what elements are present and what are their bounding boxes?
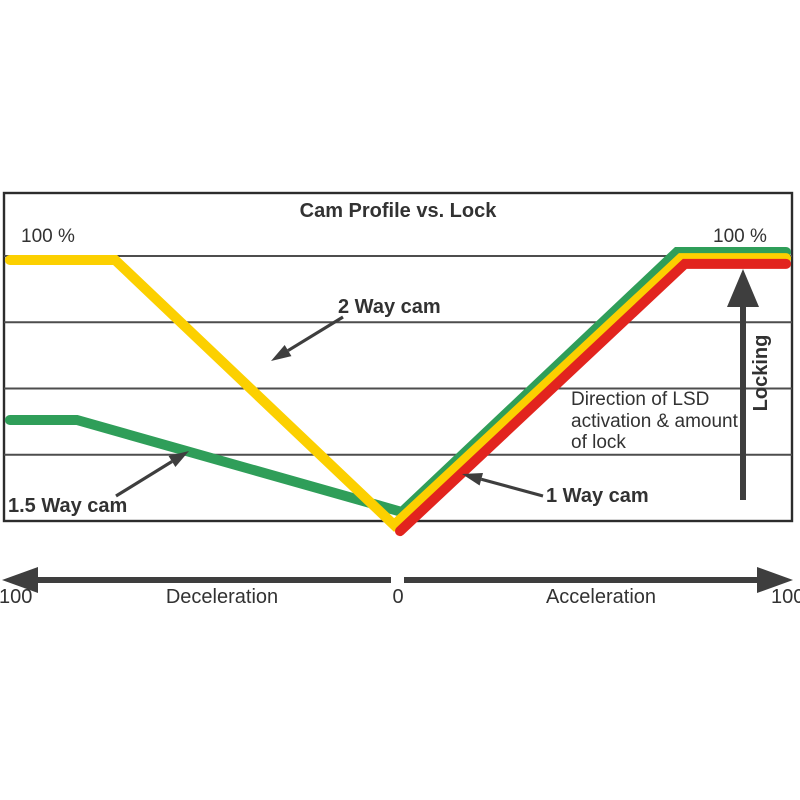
two-way-callout-arrow-head [271,345,292,361]
plot-border [2,191,794,523]
x-label-acceleration: Acceleration [545,586,657,608]
series-line-1-5-way-cam [4,247,792,518]
one-way-callout-arrow-shaft [480,477,544,498]
one-way-callout-arrow-head [462,472,484,486]
right-100-percent-label: 100 % [713,226,767,247]
locking-axis-label: Locking [750,334,773,412]
direction-annotation: Direction of LSD activation & amount of … [571,389,738,454]
one-five-way-callout-arrow-head [168,451,189,468]
series-line-1-way-cam [395,258,792,537]
direction-annotation-line3: of lock [571,432,626,453]
one-five-way-callout-arrow-shaft [115,460,173,498]
series-label-1-way-cam: 1 Way cam [546,485,649,507]
x-axis-right-arrowhead [757,567,793,593]
direction-annotation-line2: activation & amount [571,410,738,432]
chart-title: Cam Profile vs. Lock [299,200,497,222]
left-100-percent-label: 100 % [21,226,75,247]
x-label-deceleration: Deceleration [165,586,279,608]
x-axis-left-arrowhead [2,567,38,593]
two-way-callout-arrow-shaft [287,315,344,352]
locking-arrow-head [727,269,759,307]
direction-annotation-line1: Direction of LSD [571,389,710,410]
series-label-2-way-cam: 2 Way cam [338,296,441,318]
x-tick-zero: 0 [392,586,404,608]
x-tick-left-100: 100 [0,586,33,608]
x-tick-right-100: 100 [771,586,800,608]
series-line-2-way-cam [4,253,792,532]
series-label-1-5-way-cam: 1.5 Way cam [8,495,128,517]
